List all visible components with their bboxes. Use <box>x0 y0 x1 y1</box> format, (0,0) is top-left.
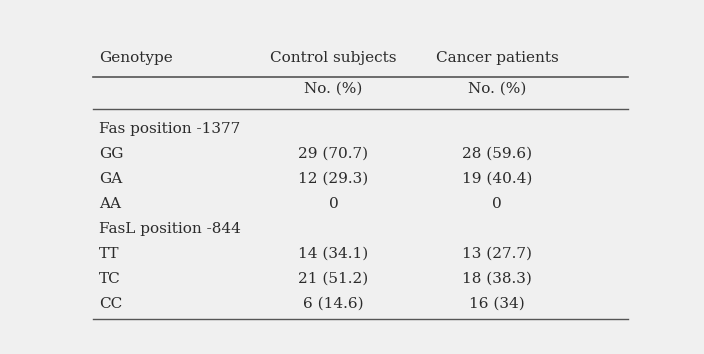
Text: 21 (51.2): 21 (51.2) <box>298 272 369 286</box>
Text: AA: AA <box>99 197 121 211</box>
Text: GA: GA <box>99 172 122 186</box>
Text: Control subjects: Control subjects <box>270 51 397 65</box>
Text: No. (%): No. (%) <box>468 82 527 96</box>
Text: No. (%): No. (%) <box>304 82 363 96</box>
Text: 19 (40.4): 19 (40.4) <box>462 172 532 186</box>
Text: Cancer patients: Cancer patients <box>436 51 558 65</box>
Text: GG: GG <box>99 147 123 161</box>
Text: 0: 0 <box>492 197 502 211</box>
Text: FasL position -844: FasL position -844 <box>99 222 241 236</box>
Text: 6 (14.6): 6 (14.6) <box>303 297 364 311</box>
Text: TC: TC <box>99 272 120 286</box>
Text: CC: CC <box>99 297 122 311</box>
Text: 0: 0 <box>329 197 339 211</box>
Text: Genotype: Genotype <box>99 51 172 65</box>
Text: 29 (70.7): 29 (70.7) <box>298 147 369 161</box>
Text: 16 (34): 16 (34) <box>470 297 525 311</box>
Text: 12 (29.3): 12 (29.3) <box>298 172 369 186</box>
Text: 14 (34.1): 14 (34.1) <box>298 247 369 261</box>
Text: 18 (38.3): 18 (38.3) <box>463 272 532 286</box>
Text: 28 (59.6): 28 (59.6) <box>462 147 532 161</box>
Text: TT: TT <box>99 247 120 261</box>
Text: Fas position -1377: Fas position -1377 <box>99 121 240 136</box>
Text: 13 (27.7): 13 (27.7) <box>463 247 532 261</box>
